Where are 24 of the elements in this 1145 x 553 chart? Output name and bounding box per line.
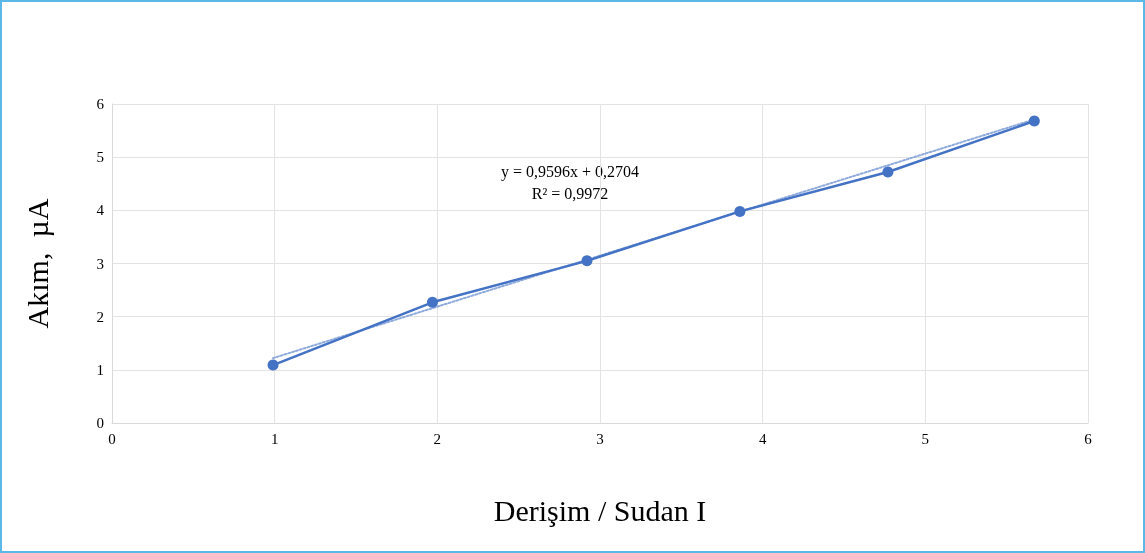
x-tick-label: 2 <box>433 430 442 447</box>
point <box>581 255 593 267</box>
annotation: R² = 0,9972 <box>531 184 609 202</box>
y-tick-label: 0 <box>96 415 104 431</box>
y-tick-label: 4 <box>96 202 105 219</box>
y-tick-label: 2 <box>96 308 104 325</box>
x-tick-label: 6 <box>1084 430 1093 447</box>
point <box>882 166 894 178</box>
x-tick-label: 4 <box>758 430 767 447</box>
annotation: y = 0,9596x + 0,2704 <box>500 162 640 181</box>
x-axis-title: Derişim / Sudan I <box>493 493 707 527</box>
point <box>734 205 746 217</box>
x-tick-label: 5 <box>921 430 930 447</box>
point <box>426 296 438 308</box>
x-tick-label: 0 <box>108 430 116 447</box>
y-tick-label: 1 <box>96 361 104 378</box>
y-tick-label: 3 <box>96 255 104 272</box>
y-tick-label: 6 <box>96 96 105 112</box>
point <box>1028 115 1040 127</box>
y-tick-label: 5 <box>96 149 104 166</box>
x-tick-label: 3 <box>596 430 604 447</box>
point <box>267 359 279 371</box>
y-axis-title: Akım, µA <box>20 198 54 329</box>
x-tick-label: 1 <box>270 430 279 447</box>
